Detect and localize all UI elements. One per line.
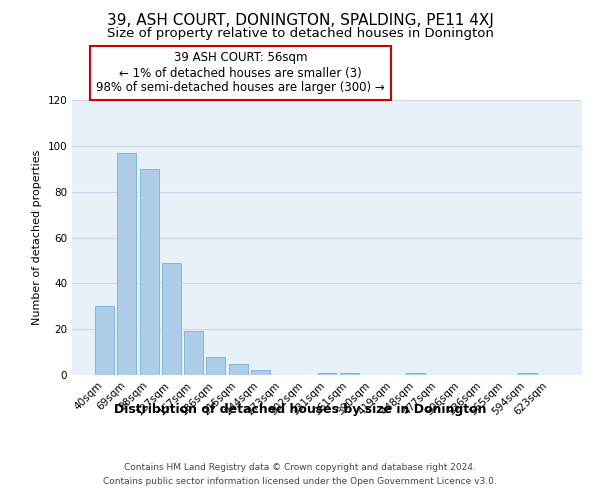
Bar: [251, 370, 270, 375]
Text: Distribution of detached houses by size in Donington: Distribution of detached houses by size …: [114, 402, 486, 415]
Bar: [162, 262, 181, 375]
Bar: [184, 332, 203, 375]
Bar: [317, 372, 337, 375]
Bar: [140, 169, 158, 375]
Y-axis label: Number of detached properties: Number of detached properties: [32, 150, 42, 325]
Bar: [118, 152, 136, 375]
Bar: [406, 372, 425, 375]
Text: 39 ASH COURT: 56sqm
← 1% of detached houses are smaller (3)
98% of semi-detached: 39 ASH COURT: 56sqm ← 1% of detached hou…: [96, 52, 385, 94]
Text: 39, ASH COURT, DONINGTON, SPALDING, PE11 4XJ: 39, ASH COURT, DONINGTON, SPALDING, PE11…: [107, 12, 493, 28]
Text: Size of property relative to detached houses in Donington: Size of property relative to detached ho…: [107, 28, 493, 40]
Text: Contains HM Land Registry data © Crown copyright and database right 2024.: Contains HM Land Registry data © Crown c…: [124, 464, 476, 472]
Bar: [340, 372, 359, 375]
Bar: [229, 364, 248, 375]
Bar: [206, 356, 225, 375]
Bar: [95, 306, 114, 375]
Bar: [518, 372, 536, 375]
Text: Contains public sector information licensed under the Open Government Licence v3: Contains public sector information licen…: [103, 477, 497, 486]
